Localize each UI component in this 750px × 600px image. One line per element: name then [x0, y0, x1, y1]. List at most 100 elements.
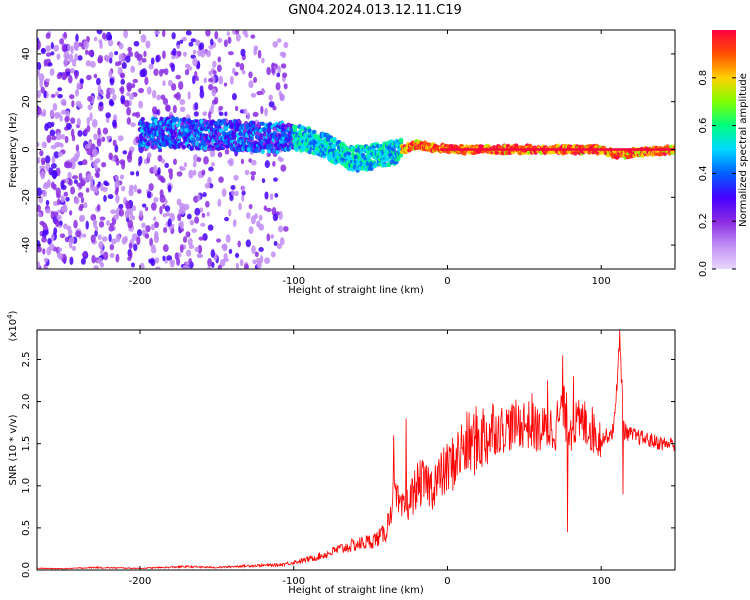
heatmap-cell — [56, 193, 61, 199]
heatmap-cell — [234, 252, 240, 258]
heatmap-cell — [139, 69, 146, 78]
y-tick-label: 40 — [21, 48, 32, 61]
heatmap-cell — [268, 101, 275, 108]
heatmap-cell — [167, 79, 173, 87]
snr-line — [37, 330, 675, 570]
heatmap-cell — [161, 68, 166, 74]
heatmap-cell — [194, 207, 201, 216]
heatmap-cell — [52, 103, 58, 111]
heatmap-cell — [132, 78, 139, 84]
heatmap-cell — [155, 266, 161, 269]
heatmap-cell — [41, 161, 46, 166]
heatmap-cell — [96, 204, 101, 211]
heatmap-cell — [223, 82, 228, 87]
heatmap-cell — [277, 225, 284, 233]
x-tick-label: -200 — [129, 576, 152, 587]
heatmap-cell — [101, 162, 107, 168]
spectrogram-y-axis-label: Frequency (Hz) — [8, 112, 19, 188]
heatmap-cell — [258, 214, 263, 221]
heatmap-cell — [253, 48, 258, 56]
heatmap-cell — [100, 90, 104, 96]
heatmap-cell — [136, 188, 142, 194]
heatmap-cell — [159, 205, 163, 215]
heatmap-cell — [226, 31, 230, 37]
heatmap-cell — [205, 30, 211, 37]
heatmap-cell — [171, 55, 176, 60]
heatmap-cell — [107, 39, 114, 47]
heatmap-cell — [85, 187, 90, 193]
heatmap-cell — [79, 216, 84, 223]
heatmap-cell — [245, 126, 251, 130]
heatmap-cell — [64, 59, 69, 65]
heatmap-cell — [240, 158, 245, 165]
heatmap-cell — [141, 203, 147, 208]
heatmap-cell — [197, 193, 201, 202]
heatmap-cell — [177, 213, 182, 222]
heatmap-cell — [57, 198, 61, 206]
heatmap-cell — [53, 227, 58, 235]
heatmap-cell — [42, 109, 47, 117]
heatmap-cell — [190, 38, 197, 43]
heatmap-cell — [164, 205, 171, 212]
heatmap-cell — [200, 222, 206, 227]
heatmap-cell — [127, 151, 132, 159]
heatmap-cell — [42, 189, 47, 198]
heatmap-cell — [120, 94, 126, 104]
heatmap-cell — [202, 191, 207, 198]
heatmap-cell — [275, 149, 280, 155]
heatmap-cell — [207, 176, 212, 185]
heatmap-cell — [43, 265, 49, 269]
heatmap-cell — [55, 218, 60, 228]
heatmap-cell — [229, 75, 234, 85]
heatmap-cell — [60, 134, 66, 140]
heatmap-cell — [279, 93, 285, 102]
heatmap-cell — [105, 92, 111, 100]
heatmap-cell — [189, 219, 195, 226]
heatmap-cell — [94, 165, 98, 171]
heatmap-cell — [250, 34, 256, 39]
heatmap-cell — [65, 196, 70, 202]
heatmap-cell — [41, 141, 47, 149]
heatmap-cell — [246, 212, 251, 220]
heatmap-cell — [97, 55, 104, 64]
heatmap-cell — [70, 45, 74, 54]
heatmap-cell — [148, 63, 154, 70]
heatmap-cell — [37, 212, 42, 218]
heatmap-cell — [86, 124, 91, 133]
heatmap-cell — [217, 56, 222, 63]
heatmap-cell — [45, 45, 51, 52]
heatmap-cell — [56, 214, 62, 220]
heatmap-cell — [59, 233, 66, 239]
colorbar-tick-label: 0.0 — [698, 261, 709, 277]
heatmap-cell — [224, 148, 230, 155]
heatmap-cell — [64, 135, 69, 144]
heatmap-cell — [248, 226, 254, 234]
heatmap-cell — [146, 152, 152, 159]
heatmap-cell — [97, 84, 102, 94]
heatmap-cell — [264, 257, 271, 264]
heatmap-cell — [187, 237, 193, 247]
heatmap-cell — [150, 244, 156, 249]
heatmap-cell — [94, 187, 99, 194]
heatmap-cell — [170, 63, 176, 72]
heatmap-cell — [174, 252, 179, 261]
heatmap-cell — [115, 253, 120, 263]
heatmap-cell — [77, 192, 84, 198]
heatmap-cell — [37, 261, 41, 269]
heatmap-cell — [117, 135, 124, 142]
heatmap-cell — [78, 42, 83, 47]
heatmap-cell — [182, 144, 187, 149]
heatmap-cell — [129, 93, 135, 101]
heatmap-cell — [153, 118, 158, 124]
heatmap-cell — [150, 258, 156, 267]
heatmap-cell — [83, 201, 88, 209]
heatmap-cell — [154, 30, 160, 35]
heatmap-cell — [270, 234, 275, 239]
heatmap-cell — [45, 78, 51, 83]
heatmap-cell — [264, 107, 268, 117]
heatmap-cell — [162, 255, 166, 262]
heatmap-cell — [84, 49, 89, 55]
heatmap-cell — [90, 175, 94, 185]
heatmap-cell — [168, 142, 173, 149]
heatmap-cell — [45, 32, 51, 40]
